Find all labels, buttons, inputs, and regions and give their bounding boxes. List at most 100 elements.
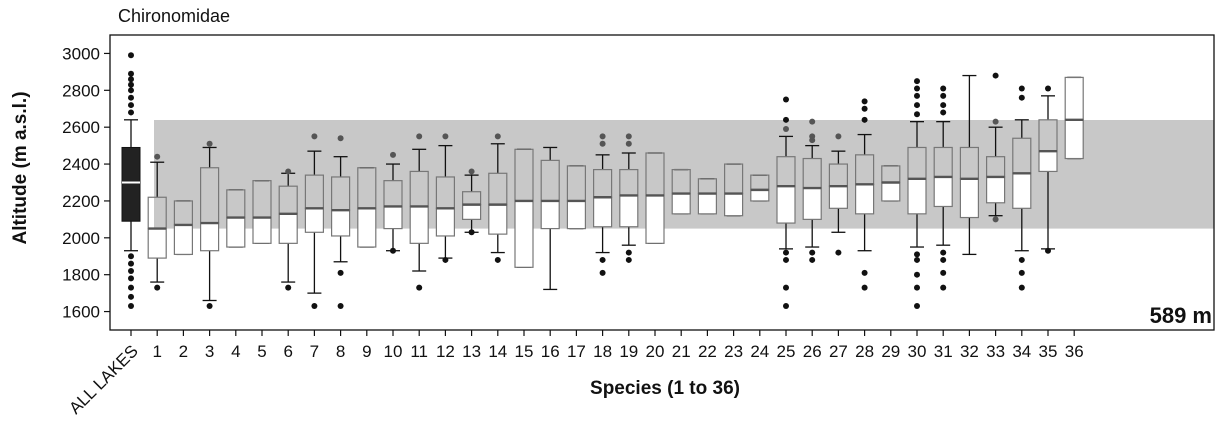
box-species-32 xyxy=(959,74,980,256)
box-species-15 xyxy=(514,148,534,268)
box-lower-half xyxy=(331,209,351,237)
outlier-point xyxy=(1018,85,1025,92)
box-species-5 xyxy=(252,180,272,244)
x-tick-label: 13 xyxy=(462,342,481,361)
outlier-point xyxy=(809,118,816,125)
x-tick-label: 19 xyxy=(619,342,638,361)
x-tick-label: 27 xyxy=(829,342,848,361)
box-lower-half xyxy=(881,181,901,202)
outlier-point xyxy=(128,260,134,267)
box-species-21 xyxy=(671,168,691,215)
box-lower-half xyxy=(383,205,403,230)
outlier-point xyxy=(783,126,789,133)
box-species-22 xyxy=(697,178,718,215)
box-lower-half xyxy=(802,187,822,220)
outlier-point xyxy=(154,153,161,160)
outlier-point xyxy=(128,284,134,291)
x-tick-label: 16 xyxy=(541,342,560,361)
outlier-point xyxy=(128,275,134,282)
outlier-point xyxy=(128,87,134,94)
x-tick-label: 29 xyxy=(881,342,900,361)
x-tick-label: 21 xyxy=(672,342,691,361)
x-tick-label: 6 xyxy=(283,342,292,361)
box-species-8 xyxy=(331,135,351,310)
box-lower-half xyxy=(462,204,482,220)
x-tick-label: 31 xyxy=(934,342,953,361)
box-species-4 xyxy=(226,189,246,248)
outlier-point xyxy=(442,256,449,263)
outlier-point xyxy=(992,118,999,125)
box-lower-half xyxy=(1064,119,1084,160)
box-lower-half xyxy=(147,227,167,259)
box-lower-half xyxy=(671,192,691,215)
x-tick-label: 36 xyxy=(1065,342,1084,361)
box-species-19 xyxy=(619,133,639,263)
outlier-point xyxy=(940,256,947,263)
outlier-point xyxy=(940,109,947,116)
x-tick-label: 12 xyxy=(436,342,455,361)
box-lower-half xyxy=(409,205,429,244)
box-lower-half xyxy=(592,196,613,228)
box-species-28 xyxy=(854,98,875,291)
box-lower-half xyxy=(750,189,770,202)
x-tick-label: 7 xyxy=(310,342,319,361)
outlier-point xyxy=(835,249,842,256)
outlier-point xyxy=(625,140,632,147)
x-tick-label: 35 xyxy=(1039,342,1058,361)
outlier-point xyxy=(599,256,606,263)
box-lower-half xyxy=(985,176,1006,204)
x-tick-label: 11 xyxy=(410,342,428,361)
box-species-30 xyxy=(907,78,927,310)
box-species-26 xyxy=(802,118,822,263)
outlier-point xyxy=(128,52,134,59)
box-lower-half xyxy=(1038,150,1058,173)
y-tick-label: 3000 xyxy=(62,44,100,63)
box-all-lakes xyxy=(121,52,141,310)
outlier-point xyxy=(285,284,292,291)
box-lower-half xyxy=(488,204,508,235)
x-tick-label: 18 xyxy=(593,342,612,361)
outlier-point xyxy=(861,116,868,123)
outlier-point xyxy=(416,284,423,291)
chart-title: Chironomidae xyxy=(118,6,230,26)
box-species-7 xyxy=(304,133,324,310)
x-tick-label: 14 xyxy=(488,342,507,361)
box-species-36 xyxy=(1064,76,1084,160)
outlier-point xyxy=(416,133,423,140)
x-tick-label: 10 xyxy=(384,342,403,361)
outlier-point xyxy=(1045,247,1051,254)
box-species-18 xyxy=(592,133,613,276)
outlier-point xyxy=(914,92,920,99)
outlier-point xyxy=(337,135,344,142)
x-tick-label: 2 xyxy=(179,342,188,361)
x-tick-label: 9 xyxy=(362,342,371,361)
outlier-point xyxy=(468,229,475,236)
box-species-20 xyxy=(645,152,665,244)
box-lower-half xyxy=(619,194,639,228)
x-tick-label: 8 xyxy=(336,342,345,361)
outlier-point xyxy=(390,151,396,158)
outlier-point xyxy=(783,284,789,291)
box-species-27 xyxy=(828,133,849,256)
outlier-point xyxy=(337,269,344,276)
outlier-point xyxy=(809,249,816,256)
y-tick-label: 2600 xyxy=(62,118,100,137)
box-lower-half xyxy=(357,207,377,248)
outlier-point xyxy=(494,256,501,263)
box-species-34 xyxy=(1012,85,1032,291)
outlier-point xyxy=(1018,256,1025,263)
x-tick-label: 28 xyxy=(855,342,874,361)
outlier-point xyxy=(914,111,920,118)
box-species-14 xyxy=(488,133,508,263)
outlier-point xyxy=(625,249,632,256)
outlier-point xyxy=(599,133,606,140)
box-lower-half xyxy=(645,194,665,244)
outlier-point xyxy=(206,140,213,147)
box-lower-half xyxy=(252,216,272,244)
outlier-point xyxy=(128,70,134,77)
outlier-point xyxy=(154,284,161,291)
outlier-point xyxy=(940,102,947,109)
box-upper-half xyxy=(1064,76,1084,121)
outlier-point xyxy=(914,303,920,310)
